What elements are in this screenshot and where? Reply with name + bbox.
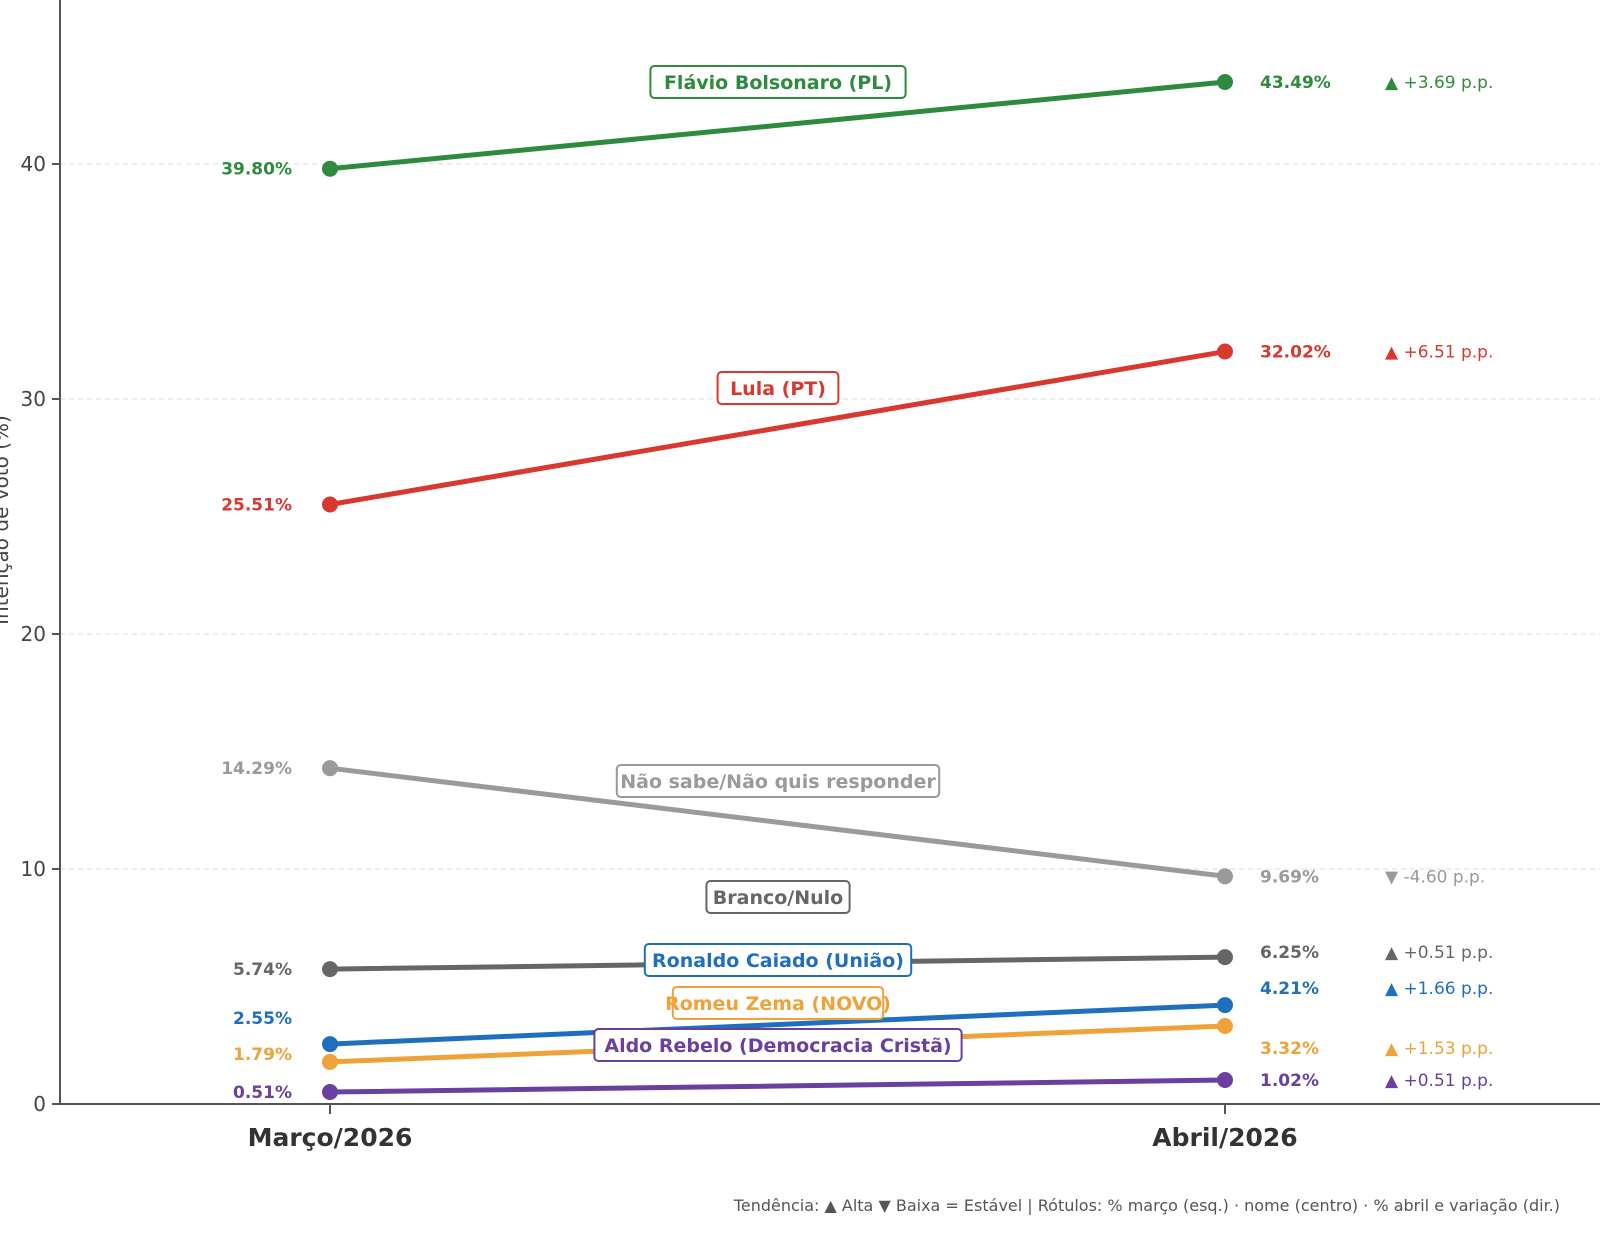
data-label-right: 6.25% xyxy=(1260,943,1319,963)
data-label-left: 25.51% xyxy=(221,496,292,516)
series-name: Ronaldo Caiado (União) xyxy=(652,950,904,972)
data-point xyxy=(1217,997,1233,1014)
data-label-right: 4.21% xyxy=(1260,979,1319,999)
series-name: Branco/Nulo xyxy=(713,887,843,909)
data-label-left: 2.55% xyxy=(233,1009,292,1029)
data-label-right: 1.02% xyxy=(1260,1071,1319,1091)
y-tick-label: 40 xyxy=(21,152,46,176)
data-point xyxy=(1217,343,1233,360)
name-box-frame xyxy=(615,764,941,798)
legend-note: Tendência: ▲ Alta ▼ Baixa = Estável | Ró… xyxy=(733,1196,1560,1215)
y-tick-label: 0 xyxy=(33,1092,46,1116)
name-box-frame xyxy=(643,943,913,977)
series-name: Aldo Rebelo (Democracia Cristã) xyxy=(604,1035,951,1057)
change-label: ▲ +0.51 p.p. xyxy=(1385,1071,1493,1091)
series-name-box: Flávio Bolsonaro (PL) xyxy=(649,65,907,99)
series-name-box: Ronaldo Caiado (União) xyxy=(643,943,913,977)
name-box-frame xyxy=(649,65,907,99)
series-name-box: Não sabe/Não quis responder xyxy=(615,764,941,798)
series-name-box: Branco/Nulo xyxy=(705,880,851,914)
data-label-right: 9.69% xyxy=(1260,867,1319,887)
series-name: Lula (PT) xyxy=(730,378,826,400)
change-label: ▼ -4.60 p.p. xyxy=(1385,867,1485,887)
data-point xyxy=(322,961,338,978)
data-point xyxy=(1217,868,1233,885)
series-line xyxy=(327,1077,1228,1095)
data-point xyxy=(1217,73,1233,90)
y-tick-label: 20 xyxy=(21,622,46,646)
name-box-frame xyxy=(671,986,885,1020)
y-tick-label: 30 xyxy=(21,387,46,411)
y-tick-label: 10 xyxy=(21,857,46,881)
x-tick-label: Abril/2026 xyxy=(1152,1123,1297,1152)
change-label: ▲ +6.51 p.p. xyxy=(1385,343,1493,363)
data-label-left: 5.74% xyxy=(233,960,292,980)
data-label-left: 39.80% xyxy=(221,160,292,180)
data-point xyxy=(1217,1072,1233,1089)
series-name: Não sabe/Não quis responder xyxy=(620,771,936,793)
data-point xyxy=(322,1036,338,1053)
data-point xyxy=(322,1084,338,1101)
data-point xyxy=(322,760,338,777)
data-point xyxy=(1217,949,1233,966)
x-tick-label: Março/2026 xyxy=(248,1123,413,1152)
series-name-box: Aldo Rebelo (Democracia Cristã) xyxy=(593,1028,963,1062)
series-line xyxy=(327,1002,1228,1047)
data-point xyxy=(322,496,338,513)
axis-layer: 0 10 20 30 40 Março/2026 Abril/2026 xyxy=(21,0,1600,1152)
data-label-right: 32.02% xyxy=(1260,343,1331,363)
data-point xyxy=(322,160,338,177)
series-line xyxy=(327,765,1228,879)
y-axis-label: Intenção de voto (%) xyxy=(0,415,13,625)
data-label-left: 1.79% xyxy=(233,1045,292,1065)
data-label-right: 3.32% xyxy=(1260,1039,1319,1059)
data-label-left: 14.29% xyxy=(221,759,292,779)
change-label: ▲ +0.51 p.p. xyxy=(1385,943,1493,963)
data-label-left: 0.51% xyxy=(233,1083,292,1103)
series-name: Flávio Bolsonaro (PL) xyxy=(664,72,892,94)
name-box-frame xyxy=(705,880,851,914)
data-point xyxy=(1217,1017,1233,1034)
name-box-frame xyxy=(716,371,840,405)
change-label: ▲ +3.69 p.p. xyxy=(1385,73,1493,93)
label-layer: 39.80% 43.49% ▲ +3.69 p.p. Flávio Bolsonaro… xyxy=(221,65,1493,1103)
change-label: ▲ +1.53 p.p. xyxy=(1385,1039,1493,1059)
series-line xyxy=(327,349,1228,508)
data-label-right: 43.49% xyxy=(1260,73,1331,93)
series-name-box: Lula (PT) xyxy=(716,371,840,405)
data-point xyxy=(322,1053,338,1070)
change-label: ▲ +1.66 p.p. xyxy=(1385,979,1493,999)
series-name-box: Romeu Zema (NOVO) xyxy=(665,986,891,1020)
series-line xyxy=(327,79,1228,172)
series-name: Romeu Zema (NOVO) xyxy=(665,993,891,1015)
name-box-frame xyxy=(593,1028,963,1062)
